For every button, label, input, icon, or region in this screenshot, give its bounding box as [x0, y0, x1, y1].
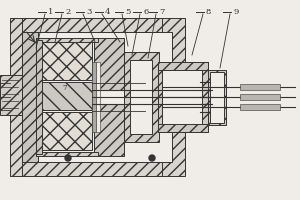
Bar [36, 38, 98, 42]
Text: 3: 3 [86, 8, 92, 16]
Text: 4: 4 [105, 8, 110, 16]
Bar [40, 112, 92, 150]
Bar [96, 62, 100, 132]
Bar [36, 152, 98, 156]
Bar [130, 60, 152, 134]
Bar [158, 62, 208, 132]
Text: 9: 9 [233, 8, 238, 16]
Bar [94, 104, 124, 156]
Bar [158, 62, 208, 70]
Bar [158, 124, 208, 132]
Bar [208, 70, 226, 125]
Bar [22, 18, 162, 32]
Bar [22, 32, 172, 162]
Circle shape [65, 155, 71, 161]
Bar [240, 94, 280, 100]
Text: 2: 2 [65, 8, 70, 16]
Bar [124, 52, 159, 142]
Text: 7: 7 [159, 8, 164, 16]
Bar [210, 72, 224, 123]
Bar [22, 32, 38, 162]
Text: 5: 5 [125, 8, 130, 16]
Bar [10, 18, 185, 176]
Text: 6: 6 [143, 8, 148, 16]
Bar [240, 104, 280, 110]
Bar [94, 38, 124, 90]
Circle shape [149, 155, 155, 161]
Text: 1: 1 [48, 8, 53, 16]
Bar [92, 62, 96, 132]
Bar [162, 68, 202, 126]
Bar [36, 40, 42, 154]
Bar [240, 84, 280, 90]
Bar [40, 42, 92, 80]
Bar [22, 162, 162, 176]
Bar [40, 82, 92, 110]
Bar [0, 75, 22, 115]
Text: 7: 7 [63, 84, 67, 92]
Text: 8: 8 [206, 8, 212, 16]
Bar [94, 90, 124, 104]
